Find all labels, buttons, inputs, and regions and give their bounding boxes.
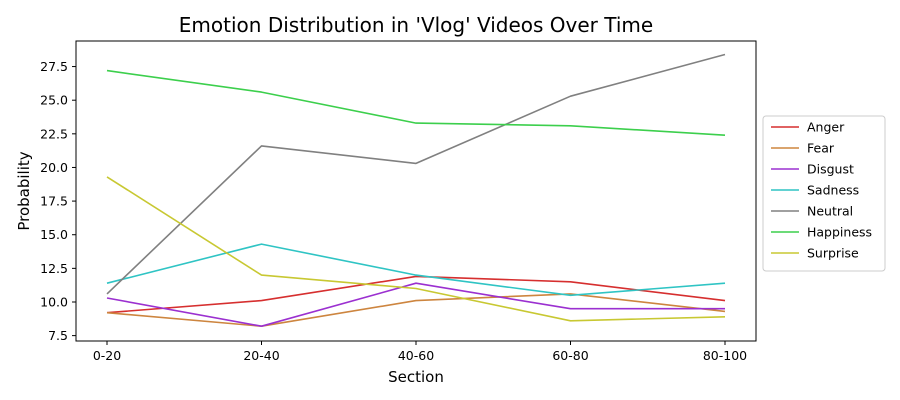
- series-line-neutral: [106, 53, 726, 295]
- series-line-surprise: [106, 176, 726, 322]
- y-tick-label: 17.5: [40, 194, 68, 209]
- plot-frame: [75, 40, 757, 342]
- legend-label-anger: Anger: [807, 120, 845, 135]
- series-line-disgust: [106, 282, 725, 328]
- x-tick-label: 0-20: [93, 348, 121, 363]
- chart-title: Emotion Distribution in 'Vlog' Videos Ov…: [179, 13, 653, 37]
- y-axis: 7.5 10.0 12.5 15.0 17.5 20.0 22.5 25.0 27.5: [40, 59, 76, 343]
- legend: Anger Fear Disgust Sadness Neutral Happiness S…: [762, 115, 886, 272]
- legend-label-surprise: Surprise: [807, 246, 859, 261]
- y-tick-label: 27.5: [40, 59, 68, 74]
- x-axis-label: Section: [388, 368, 444, 386]
- x-axis: 0-20 20-40 40-60 60-80 80-100: [93, 341, 747, 363]
- y-tick-label: 25.0: [40, 93, 68, 108]
- series-line-anger: [106, 275, 726, 314]
- series-line-happiness: [106, 69, 726, 136]
- plot-lines: [106, 53, 726, 328]
- legend-label-happiness: Happiness: [807, 225, 872, 240]
- y-tick-label: 22.5: [40, 126, 68, 141]
- x-tick-label: 80-100: [703, 348, 747, 363]
- y-tick-label: 20.0: [40, 160, 68, 175]
- y-tick-label: 10.0: [40, 294, 68, 309]
- legend-label-disgust: Disgust: [807, 162, 854, 177]
- legend-label-neutral: Neutral: [807, 204, 853, 219]
- y-tick-label: 7.5: [48, 328, 68, 343]
- legend-label-sadness: Sadness: [807, 183, 859, 198]
- y-tick-label: 15.0: [40, 227, 68, 242]
- x-tick-label: 40-60: [398, 348, 434, 363]
- x-tick-label: 20-40: [243, 348, 279, 363]
- y-axis-label: Probability: [15, 151, 33, 230]
- x-tick-label: 60-80: [552, 348, 588, 363]
- series-line-fear: [106, 293, 726, 328]
- series-line-sadness: [106, 243, 726, 297]
- y-tick-label: 12.5: [40, 261, 68, 276]
- legend-label-fear: Fear: [807, 141, 835, 156]
